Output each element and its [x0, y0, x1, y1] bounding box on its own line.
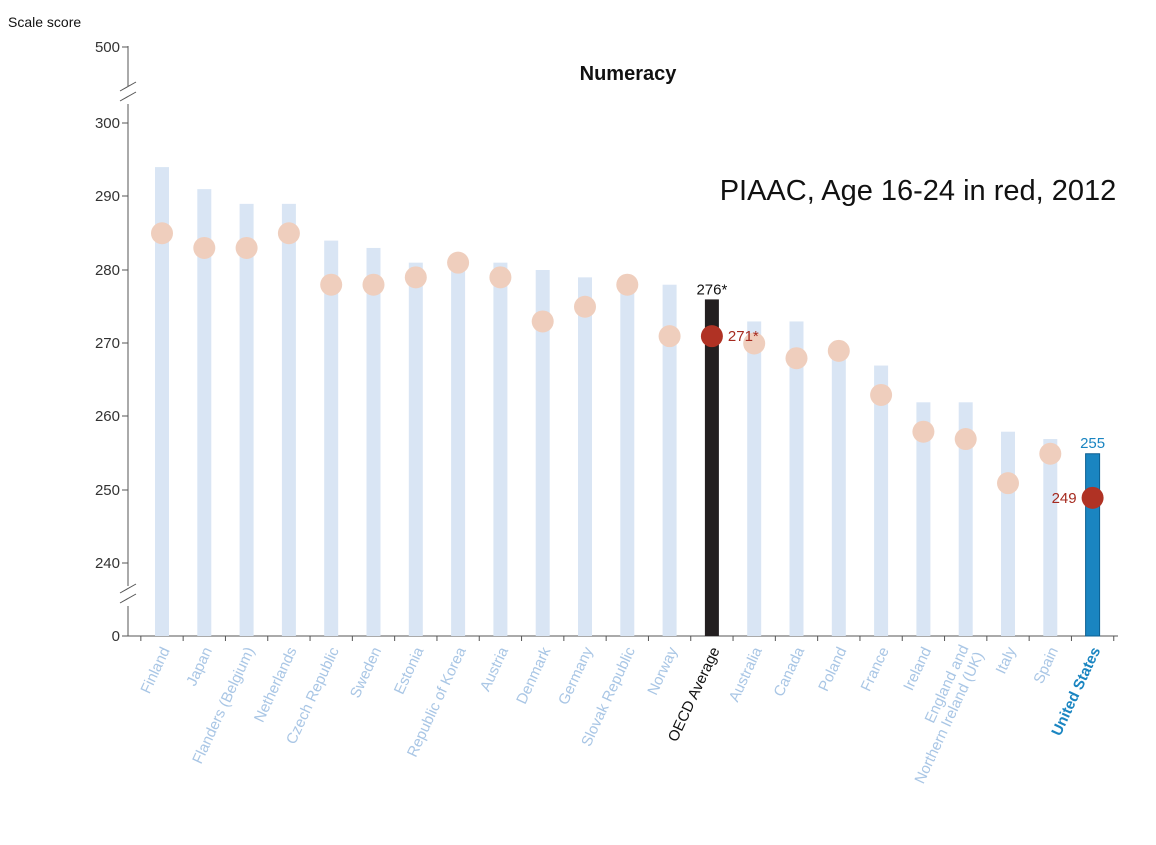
bar-denmark	[535, 270, 550, 636]
axis-break-top	[119, 81, 137, 102]
dot-czech-republic	[320, 273, 343, 296]
y-tick-label: 250	[95, 482, 120, 499]
oecd-dot-value: 271*	[728, 328, 759, 345]
dot-poland	[827, 339, 850, 362]
dot-austria	[489, 266, 512, 289]
bar-spain	[1043, 439, 1058, 636]
bar-czech-republic	[324, 240, 339, 636]
dot-norway	[658, 325, 681, 348]
y-tick-label: 290	[95, 188, 120, 205]
bar-poland	[831, 350, 846, 636]
dot-sweden	[362, 273, 385, 296]
category-label: Austria	[477, 644, 512, 694]
chart-subtitle: PIAAC, Age 16-24 in red, 2012	[720, 175, 1117, 207]
dot-france	[870, 383, 893, 406]
dot-oecd-average	[700, 325, 723, 348]
y-tick-label: 0	[112, 628, 120, 645]
bar-austria	[493, 262, 508, 636]
bar-italy	[1001, 431, 1015, 636]
bar-estonia	[408, 262, 423, 636]
dot-germany	[574, 295, 596, 318]
bar-norway	[662, 284, 677, 636]
category-label: Japan	[183, 645, 216, 689]
us-dot-value: 249	[1052, 490, 1077, 507]
category-label: Italy	[993, 644, 1020, 677]
dot-spain	[1039, 442, 1062, 465]
bar-germany	[578, 277, 592, 636]
bar-united-states	[1085, 453, 1101, 637]
bar-australia	[747, 321, 762, 636]
category-label: Australia	[726, 644, 766, 705]
bar-republic-of-korea	[451, 262, 466, 636]
dot-estonia	[404, 266, 427, 289]
category-label: Netherlands	[251, 645, 301, 725]
chart-title: Numeracy	[580, 63, 678, 85]
category-label: Norway	[644, 644, 681, 698]
bar-ireland	[916, 402, 931, 636]
y-tick-label: 500	[95, 39, 120, 56]
dot-republic-of-korea	[447, 251, 470, 274]
category-label: Sweden	[347, 645, 385, 701]
bar-japan	[197, 189, 212, 636]
dot-australia	[743, 332, 766, 355]
category-label: Denmark	[513, 644, 554, 707]
bar-finland	[155, 167, 169, 636]
category-label: Spain	[1030, 645, 1062, 687]
dot-slovak-republic	[616, 273, 639, 296]
y-tick-label: 270	[95, 335, 120, 352]
category-label: Ireland	[900, 645, 935, 694]
bar-netherlands	[281, 203, 296, 636]
category-label: Finland	[137, 645, 173, 697]
dot-denmark	[531, 310, 554, 333]
bar-england-and-northern-ireland-uk-	[958, 402, 973, 636]
y-axis-title: Scale score	[8, 14, 81, 30]
category-label: Estonia	[391, 644, 428, 697]
dot-ireland	[912, 420, 935, 443]
y-tick-label: 240	[95, 555, 120, 572]
dot-canada	[785, 347, 808, 370]
category-label: Poland	[815, 645, 850, 695]
bar-france	[874, 365, 889, 636]
us-bar-value: 255	[1080, 435, 1105, 452]
dot-italy	[997, 472, 1019, 495]
category-label: France	[858, 645, 893, 694]
y-tick-label: 300	[95, 115, 120, 132]
dot-finland	[151, 222, 173, 245]
bar-slovak-republic	[620, 284, 635, 636]
y-tick-label: 280	[95, 262, 120, 279]
bar-oecd-average	[704, 299, 719, 636]
dot-united-states	[1081, 486, 1104, 509]
category-label: Canada	[771, 644, 809, 699]
bar-sweden	[366, 247, 381, 636]
bar-flanders-belgium-	[239, 203, 254, 636]
bar-canada	[789, 321, 804, 636]
oecd-bar-value: 276*	[696, 281, 727, 298]
dot-japan	[193, 236, 216, 259]
dot-england-and-northern-ireland-uk-	[954, 428, 977, 451]
category-label: Germany	[555, 644, 597, 708]
y-tick-label: 260	[95, 408, 120, 425]
dot-flanders-belgium-	[235, 236, 258, 259]
axis-break-bottom	[119, 583, 137, 604]
dot-netherlands	[277, 222, 300, 245]
